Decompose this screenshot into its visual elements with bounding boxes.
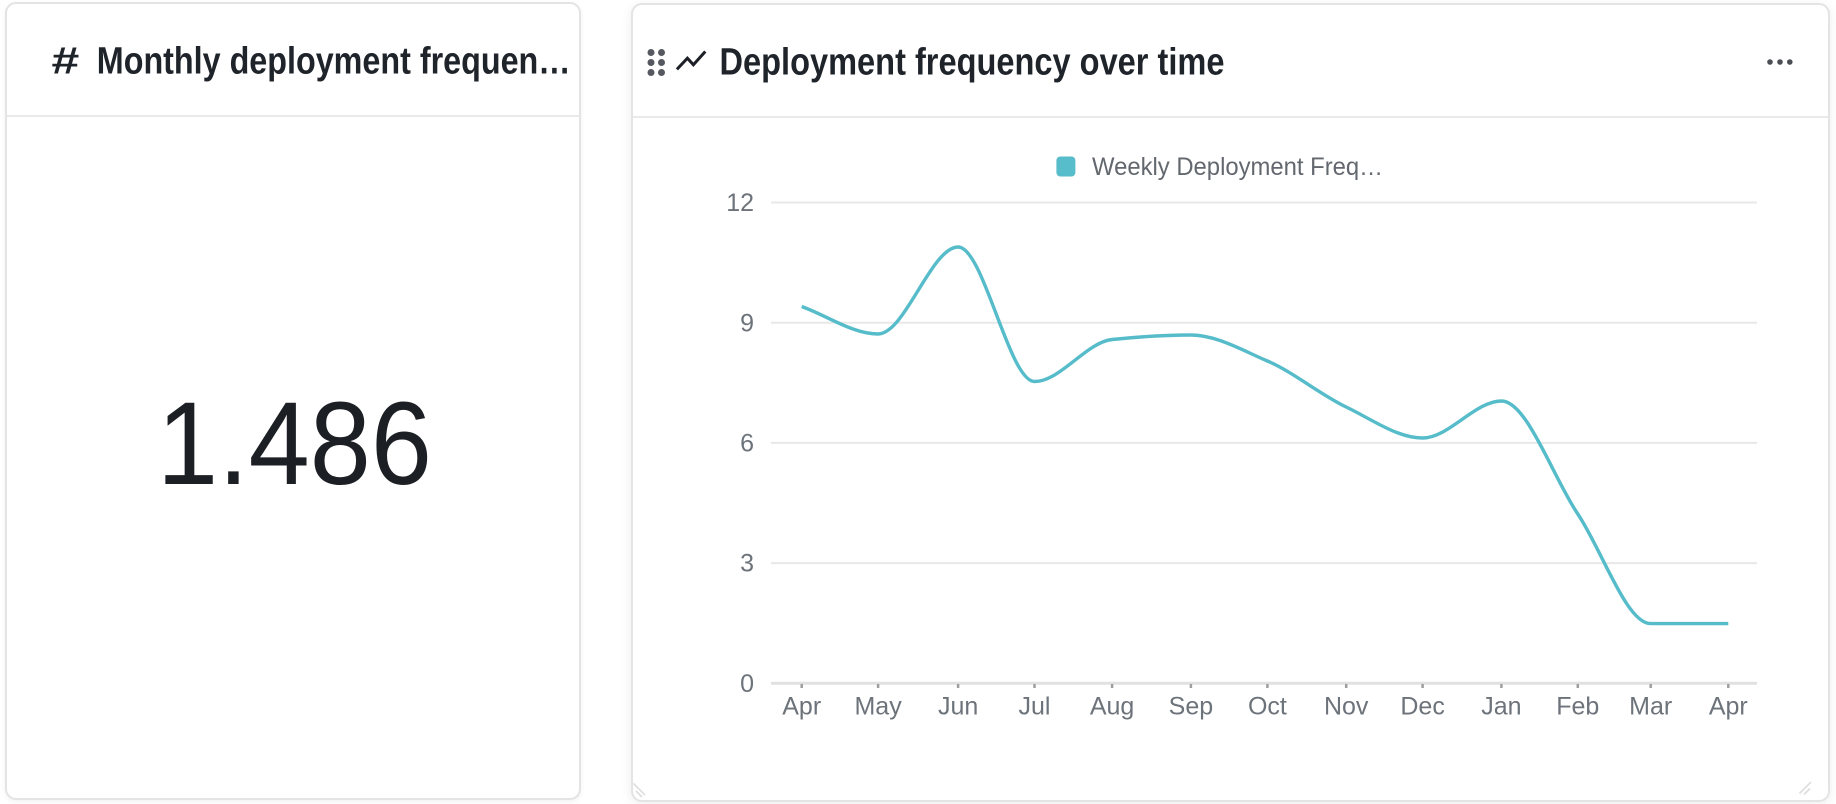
svg-text:Aug: Aug bbox=[1090, 692, 1134, 720]
svg-text:Jul: Jul bbox=[1019, 692, 1051, 720]
svg-text:Weekly Deployment Freq…: Weekly Deployment Freq… bbox=[1092, 153, 1383, 181]
svg-text:Dec: Dec bbox=[1400, 692, 1444, 720]
svg-text:12: 12 bbox=[726, 189, 754, 217]
svg-text:Oct: Oct bbox=[1248, 692, 1287, 720]
svg-text:Apr: Apr bbox=[782, 692, 821, 720]
svg-text:9: 9 bbox=[740, 309, 754, 337]
svg-text:Feb: Feb bbox=[1556, 692, 1599, 720]
svg-text:Jan: Jan bbox=[1481, 692, 1521, 720]
svg-text:Deployment frequency over time: Deployment frequency over time bbox=[720, 41, 1225, 83]
svg-text:Monthly deployment frequen…: Monthly deployment frequen… bbox=[97, 40, 571, 82]
svg-text:Sep: Sep bbox=[1169, 692, 1213, 720]
svg-text:0: 0 bbox=[740, 670, 754, 698]
svg-text:Mar: Mar bbox=[1629, 692, 1672, 720]
svg-text:May: May bbox=[854, 692, 902, 720]
svg-text:#: # bbox=[52, 40, 80, 82]
svg-text:6: 6 bbox=[740, 430, 754, 458]
svg-text:1.486: 1.486 bbox=[157, 378, 432, 510]
svg-text:Jun: Jun bbox=[938, 692, 978, 720]
svg-text:Nov: Nov bbox=[1324, 692, 1369, 720]
svg-text:Apr: Apr bbox=[1709, 692, 1748, 720]
svg-text:3: 3 bbox=[740, 550, 754, 578]
